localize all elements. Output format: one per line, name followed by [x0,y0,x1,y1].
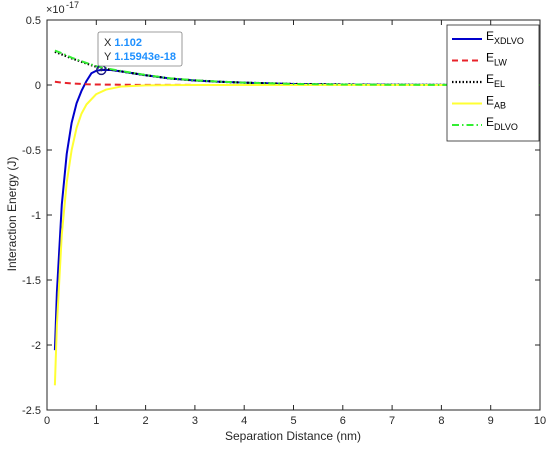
x-tick-label: 7 [389,415,395,427]
x-tick-label: 10 [534,415,546,427]
series-layer [53,49,541,386]
x-axis-label: Separation Distance (nm) [225,429,361,443]
y-tick-label: -2 [31,340,41,352]
x-tick-label: 8 [438,415,444,427]
x-tick-label: 5 [290,415,296,427]
legend-label-xdlvo: EXDLVO [486,29,524,46]
y-tick-label: -1 [31,210,41,222]
x-tick-label: 6 [340,415,346,427]
y-multiplier-exponent: -17 [66,0,79,10]
legend-label-dlvo: EDLVO [486,115,518,132]
legend-label-el: EEL [486,72,505,89]
x-tick-label: 2 [143,415,149,427]
y-axis-label: Interaction Energy (J) [5,157,19,272]
x-tick-label: 0 [44,415,50,427]
series-line-ab [53,84,540,386]
datatip-marker-dot [99,68,103,72]
x-tick-label: 9 [488,415,494,427]
legend-entries: EXDLVO ELW EEL EAB EDLVO [452,29,524,132]
y-tick-label: -2.5 [22,405,41,417]
legend-label-lw: ELW [486,51,507,68]
y-tick-label: -0.5 [22,145,41,157]
legend[interactable]: EXDLVO ELW EEL EAB EDLVO [446,24,540,142]
y-multiplier-base: ×10 [46,4,65,16]
y-tick-label: 0 [35,80,41,92]
datatip[interactable]: X 1.102 Y 1.15943e-18 [96,31,183,76]
series-line-dlvo [54,49,541,86]
legend-label-ab: EAB [486,94,506,111]
x-tick-label: 1 [93,415,99,427]
y-tick-label: 0.5 [26,15,41,27]
x-tick-label: 4 [241,415,247,427]
x-tick-label: 3 [192,415,198,427]
tick-layer: 0 1 2 3 4 5 6 7 8 9 10 0.5 0 -0.5 -1 -1.5 -2 -2.5 [22,15,546,427]
datatip-box [97,31,183,67]
y-tick-label: -1.5 [22,275,41,287]
datatip-y-text: Y 1.15943e-18 [104,51,176,63]
datatip-x-text: X 1.102 [104,37,142,49]
y-multiplier: ×10 -17 [46,0,79,16]
legend-box [446,24,540,142]
